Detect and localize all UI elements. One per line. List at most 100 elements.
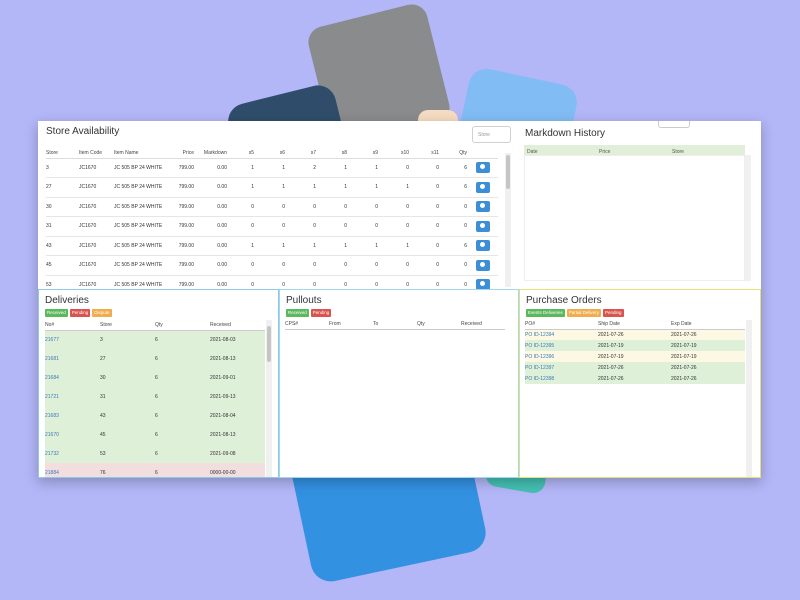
- deliveries-header-row: No# Store Qty Received: [45, 320, 265, 331]
- availability-cell: 1: [227, 236, 254, 256]
- availability-cell: 799.00: [164, 158, 194, 178]
- delivery-number-link[interactable]: 21677: [45, 330, 100, 349]
- po-number-link[interactable]: PO ID-12398: [525, 373, 598, 384]
- table-row: 53 JC1670 JC 505 BP 24 WHITE 799.00 0.00 0 0 0 0…: [46, 275, 498, 289]
- purchase-orders-scrollbar[interactable]: [746, 320, 752, 477]
- availability-cell: JC1670: [79, 216, 114, 237]
- availability-cell: 0.00: [194, 255, 227, 276]
- availability-col-s6: s6: [254, 148, 285, 159]
- info-icon[interactable]: [475, 181, 490, 193]
- delivery-qty: 6: [155, 387, 210, 406]
- delivery-number-link[interactable]: 21732: [45, 444, 100, 463]
- deliveries-scroll-thumb[interactable]: [267, 326, 271, 362]
- delivery-number-link[interactable]: 21681: [45, 349, 100, 368]
- delivery-number-link[interactable]: 21884: [45, 463, 100, 477]
- list-item[interactable]: PO ID-12398 2021-07-26 2021-07-26: [525, 373, 745, 384]
- list-item[interactable]: 21884 76 6 0000-00-00: [45, 463, 265, 477]
- availability-cell: 0.00: [194, 158, 227, 178]
- delivery-store: 45: [100, 425, 155, 444]
- list-item[interactable]: 21683 43 6 2021-08-04: [45, 406, 265, 425]
- purchase-orders-table: PO# Ship Date Exp Date PO ID-12394 2021-0…: [525, 320, 745, 384]
- availability-cell: 1: [316, 158, 347, 178]
- availability-cell: 0: [439, 255, 467, 276]
- info-icon[interactable]: [475, 220, 490, 232]
- availability-cell: 0: [227, 197, 254, 217]
- info-icon[interactable]: [475, 201, 490, 213]
- availability-cell: 1: [347, 236, 378, 256]
- badge-dispute: Dispute: [92, 309, 112, 317]
- availability-cell: 31: [46, 216, 79, 237]
- pullouts-title: Pullouts: [286, 295, 322, 306]
- availability-cell: 0: [439, 275, 467, 289]
- delivery-number-link[interactable]: 21683: [45, 406, 100, 425]
- availability-scroll-thumb[interactable]: [506, 155, 510, 189]
- list-item[interactable]: 21684 30 6 2021-09-01: [45, 368, 265, 387]
- availability-cell: 1: [285, 236, 316, 256]
- availability-cell: 0: [378, 275, 409, 289]
- availability-col-s9: s9: [347, 148, 378, 159]
- list-item[interactable]: 21670 45 6 2021-08-13: [45, 425, 265, 444]
- availability-scrollbar[interactable]: [505, 153, 511, 287]
- availability-cell: JC1670: [79, 275, 114, 289]
- delivery-received: 2021-08-03: [210, 330, 265, 349]
- delivery-number-link[interactable]: 21670: [45, 425, 100, 444]
- availability-cell: 2: [285, 158, 316, 178]
- availability-cell: 0: [347, 197, 378, 217]
- availability-cell: 0: [254, 275, 285, 289]
- list-item[interactable]: 21681 27 6 2021-08-13: [45, 349, 265, 368]
- info-icon[interactable]: [475, 162, 490, 174]
- availability-cell: JC 505 BP 24 WHITE: [114, 216, 164, 237]
- table-row: 43 JC1670 JC 505 BP 24 WHITE 799.00 0.00 1 1 1 1…: [46, 236, 498, 256]
- pullouts-panel: Pullouts Received Pending CPS# From To Q…: [279, 289, 519, 478]
- deliveries-table: No# Store Qty Received 21677 3 6 2021-08-03…: [45, 320, 265, 477]
- po-exp-date: 2021-07-19: [671, 351, 745, 362]
- po-number-link[interactable]: PO ID-12395: [525, 340, 598, 351]
- store-search-input[interactable]: Store: [472, 126, 511, 143]
- availability-cell: 0.00: [194, 216, 227, 237]
- deliveries-legend: Received Pending Dispute: [45, 309, 112, 317]
- list-item[interactable]: 21721 31 6 2021-09-13: [45, 387, 265, 406]
- delivery-number-link[interactable]: 21684: [45, 368, 100, 387]
- po-exp-date: 2021-07-26: [671, 329, 745, 340]
- info-icon[interactable]: [475, 279, 490, 289]
- po-number-link[interactable]: PO ID-12394: [525, 329, 598, 340]
- info-icon[interactable]: [475, 259, 490, 271]
- po-number-link[interactable]: PO ID-12396: [525, 351, 598, 362]
- availability-cell: 43: [46, 236, 79, 256]
- availability-cell: 0: [227, 255, 254, 276]
- availability-cell: 0: [254, 197, 285, 217]
- availability-cell: 0.00: [194, 236, 227, 256]
- availability-col-s10: s10: [378, 148, 409, 159]
- po-number-link[interactable]: PO ID-12397: [525, 362, 598, 373]
- availability-cell: 1: [285, 177, 316, 198]
- list-item[interactable]: PO ID-12394 2021-07-26 2021-07-26: [525, 329, 745, 340]
- list-item[interactable]: 21677 3 6 2021-08-03: [45, 330, 265, 349]
- markdown-scrollbar[interactable]: [745, 155, 751, 281]
- availability-cell: JC1670: [79, 236, 114, 256]
- availability-cell: 0: [409, 197, 439, 217]
- availability-cell: 1: [316, 236, 347, 256]
- deliveries-title: Deliveries: [45, 295, 89, 306]
- info-icon[interactable]: [475, 240, 490, 252]
- markdown-top-control[interactable]: [658, 121, 690, 128]
- badge-received: Received: [45, 309, 68, 317]
- availability-cell: 0: [347, 275, 378, 289]
- delivery-qty: 6: [155, 444, 210, 463]
- po-exp-date: 2021-07-26: [671, 373, 745, 384]
- delivery-number-link[interactable]: 21721: [45, 387, 100, 406]
- delivery-received: 2021-08-13: [210, 425, 265, 444]
- list-item[interactable]: PO ID-12396 2021-07-19 2021-07-19: [525, 351, 745, 362]
- availability-cell: 0: [254, 255, 285, 276]
- po-exp-date: 2021-07-19: [671, 340, 745, 351]
- deliveries-scrollbar[interactable]: [266, 320, 272, 477]
- availability-cell: 6: [439, 158, 467, 178]
- availability-col-qty: Qty: [439, 148, 467, 159]
- availability-cell: JC 505 BP 24 WHITE: [114, 255, 164, 276]
- availability-cell: 0: [347, 216, 378, 237]
- list-item[interactable]: 21732 53 6 2021-09-08: [45, 444, 265, 463]
- availability-cell: 1: [254, 236, 285, 256]
- list-item[interactable]: PO ID-12395 2021-07-19 2021-07-19: [525, 340, 745, 351]
- pullouts-col-cps: CPS#: [285, 320, 329, 330]
- availability-cell: 0: [285, 275, 316, 289]
- list-item[interactable]: PO ID-12397 2021-07-26 2021-07-26: [525, 362, 745, 373]
